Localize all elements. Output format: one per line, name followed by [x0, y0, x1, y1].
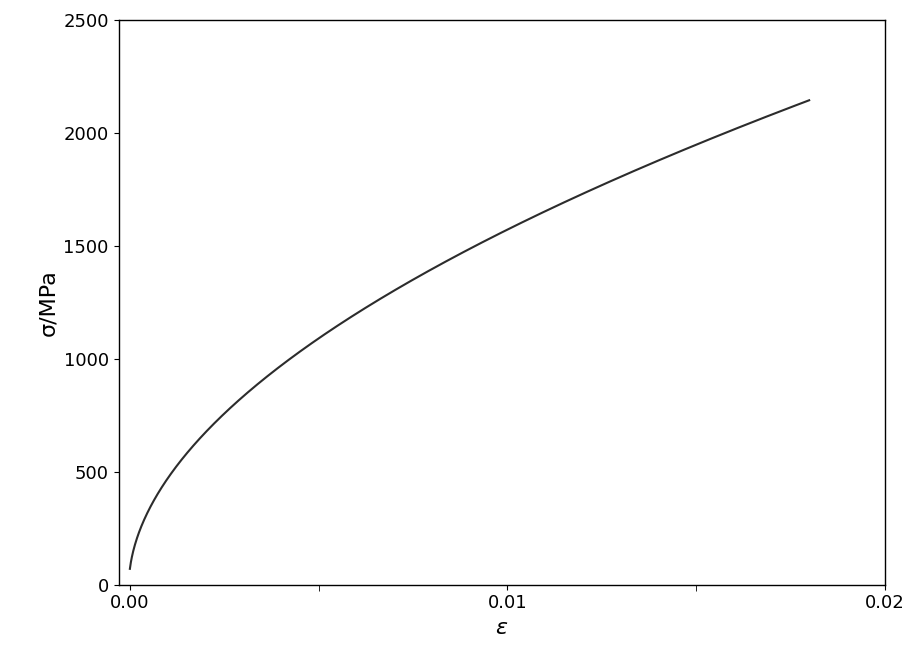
- X-axis label: ε: ε: [495, 618, 507, 638]
- Y-axis label: σ/MPa: σ/MPa: [37, 269, 57, 336]
